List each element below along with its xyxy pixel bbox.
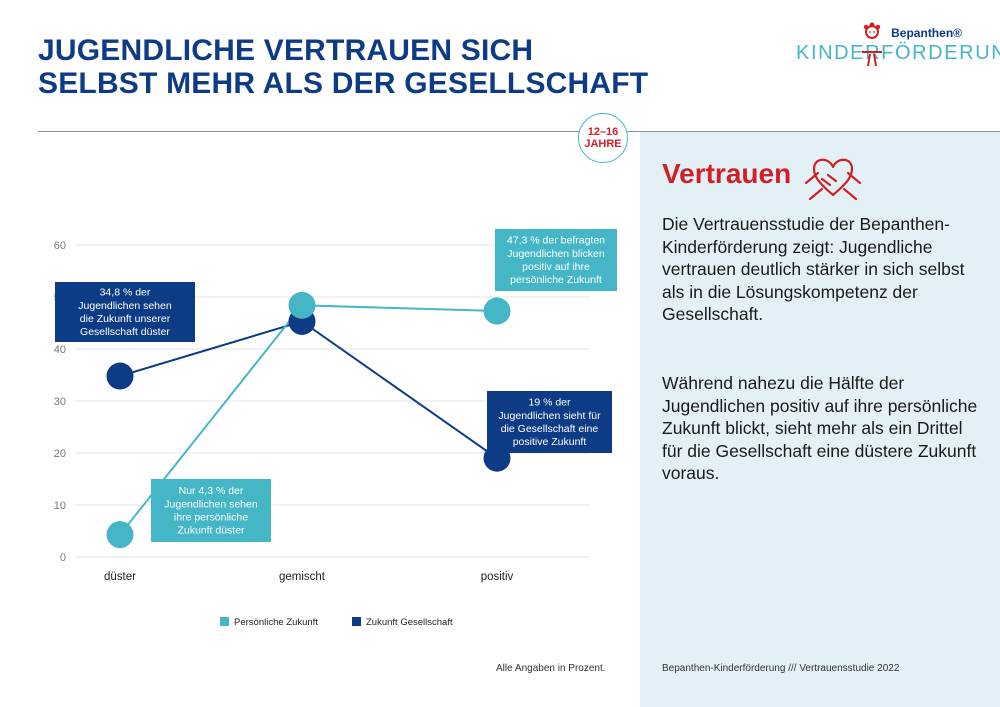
y-tick-label: 40 [54, 344, 66, 356]
annotation-text: die Zukunft unserer [80, 313, 171, 325]
panel-paragraph-2: Während nahezu die Hälfte der Jugendlich… [662, 373, 978, 483]
x-axis-categories: düster gemischt positiv [104, 571, 514, 583]
legend-swatch [352, 617, 361, 626]
annotation-text: persönliche Zukunft [510, 274, 602, 286]
age-badge-line-2: JAHRE [584, 138, 622, 150]
age-badge: 12–16 JAHRE [578, 113, 628, 163]
panel-paragraph-1: Die Vertrauensstudie der Bepanthen-Kinde… [662, 214, 965, 324]
legend-swatch [220, 617, 229, 626]
handshake-heart-icon [804, 158, 862, 201]
header-divider [38, 131, 1000, 132]
annotation-text: Zukunft düster [177, 525, 245, 537]
data-point [288, 291, 316, 319]
data-point [106, 362, 134, 390]
title-line-2: SELBST MEHR ALS DER GESELLSCHAFT [38, 67, 649, 100]
source-note: Bepanthen-Kinderförderung /// Vertrauens… [662, 663, 900, 674]
y-tick-label: 0 [60, 552, 66, 564]
annotation-text: positive Zukunft [513, 436, 587, 448]
annotation-text: 19 % der [528, 397, 571, 409]
annotation-text: ihre persönliche [174, 512, 248, 524]
bepanthen-logo: Bepanthen® KINDERFÖRDERUNG [796, 22, 1000, 70]
logo-brand: Bepanthen® [891, 26, 962, 40]
x-category-label: positiv [481, 571, 514, 583]
annotation-text: die Gesellschaft eine [501, 423, 599, 435]
annotation-text: Jugendlichen sehen [164, 498, 258, 510]
data-point [483, 297, 511, 325]
legend-label: Persönliche Zukunft [234, 617, 318, 628]
y-tick-label: 30 [54, 396, 66, 408]
annotation-text: Jugendlichen blicken [507, 248, 605, 260]
series-points [106, 291, 511, 549]
y-tick-label: 20 [54, 448, 66, 460]
annotation-box [495, 229, 617, 291]
annotation-text: positiv auf ihre [522, 261, 590, 273]
annotation-text: 47,3 % der befragten [507, 235, 605, 247]
annotation-text: Jugendlichen sehen [78, 300, 172, 312]
annotation-text: Jugendlichen sieht für [498, 410, 601, 422]
units-note: Alle Angaben in Prozent. [496, 663, 606, 674]
annotation-text: Gesellschaft düster [80, 326, 170, 338]
child-figure-icon [862, 22, 882, 67]
annotation-text: 34,8 % der [100, 287, 151, 299]
annotation-box [151, 479, 271, 542]
annotation-text: Nur 4,3 % der [179, 485, 244, 497]
x-category-label: düster [104, 571, 136, 583]
legend-label: Zukunft Gesellschaft [366, 617, 453, 628]
panel-heading: Vertrauen [662, 158, 792, 189]
x-category-label: gemischt [279, 571, 326, 583]
y-tick-label: 60 [54, 240, 66, 252]
annotation-box [487, 391, 612, 453]
logo-wordmark: KINDERFÖRDERUNG [796, 42, 1000, 64]
page-title: JUGENDLICHE VERTRAUEN SICH SELBST MEHR A… [38, 34, 648, 100]
y-tick-label: 10 [54, 500, 66, 512]
age-badge-line-1: 12–16 [587, 126, 619, 138]
data-point [106, 521, 134, 549]
side-panel [640, 132, 1000, 707]
annotation-box [55, 282, 195, 342]
legend: Persönliche Zukunft Zukunft Gesellschaft [220, 617, 453, 628]
title-line-1: JUGENDLICHE VERTRAUEN SICH [38, 34, 534, 67]
